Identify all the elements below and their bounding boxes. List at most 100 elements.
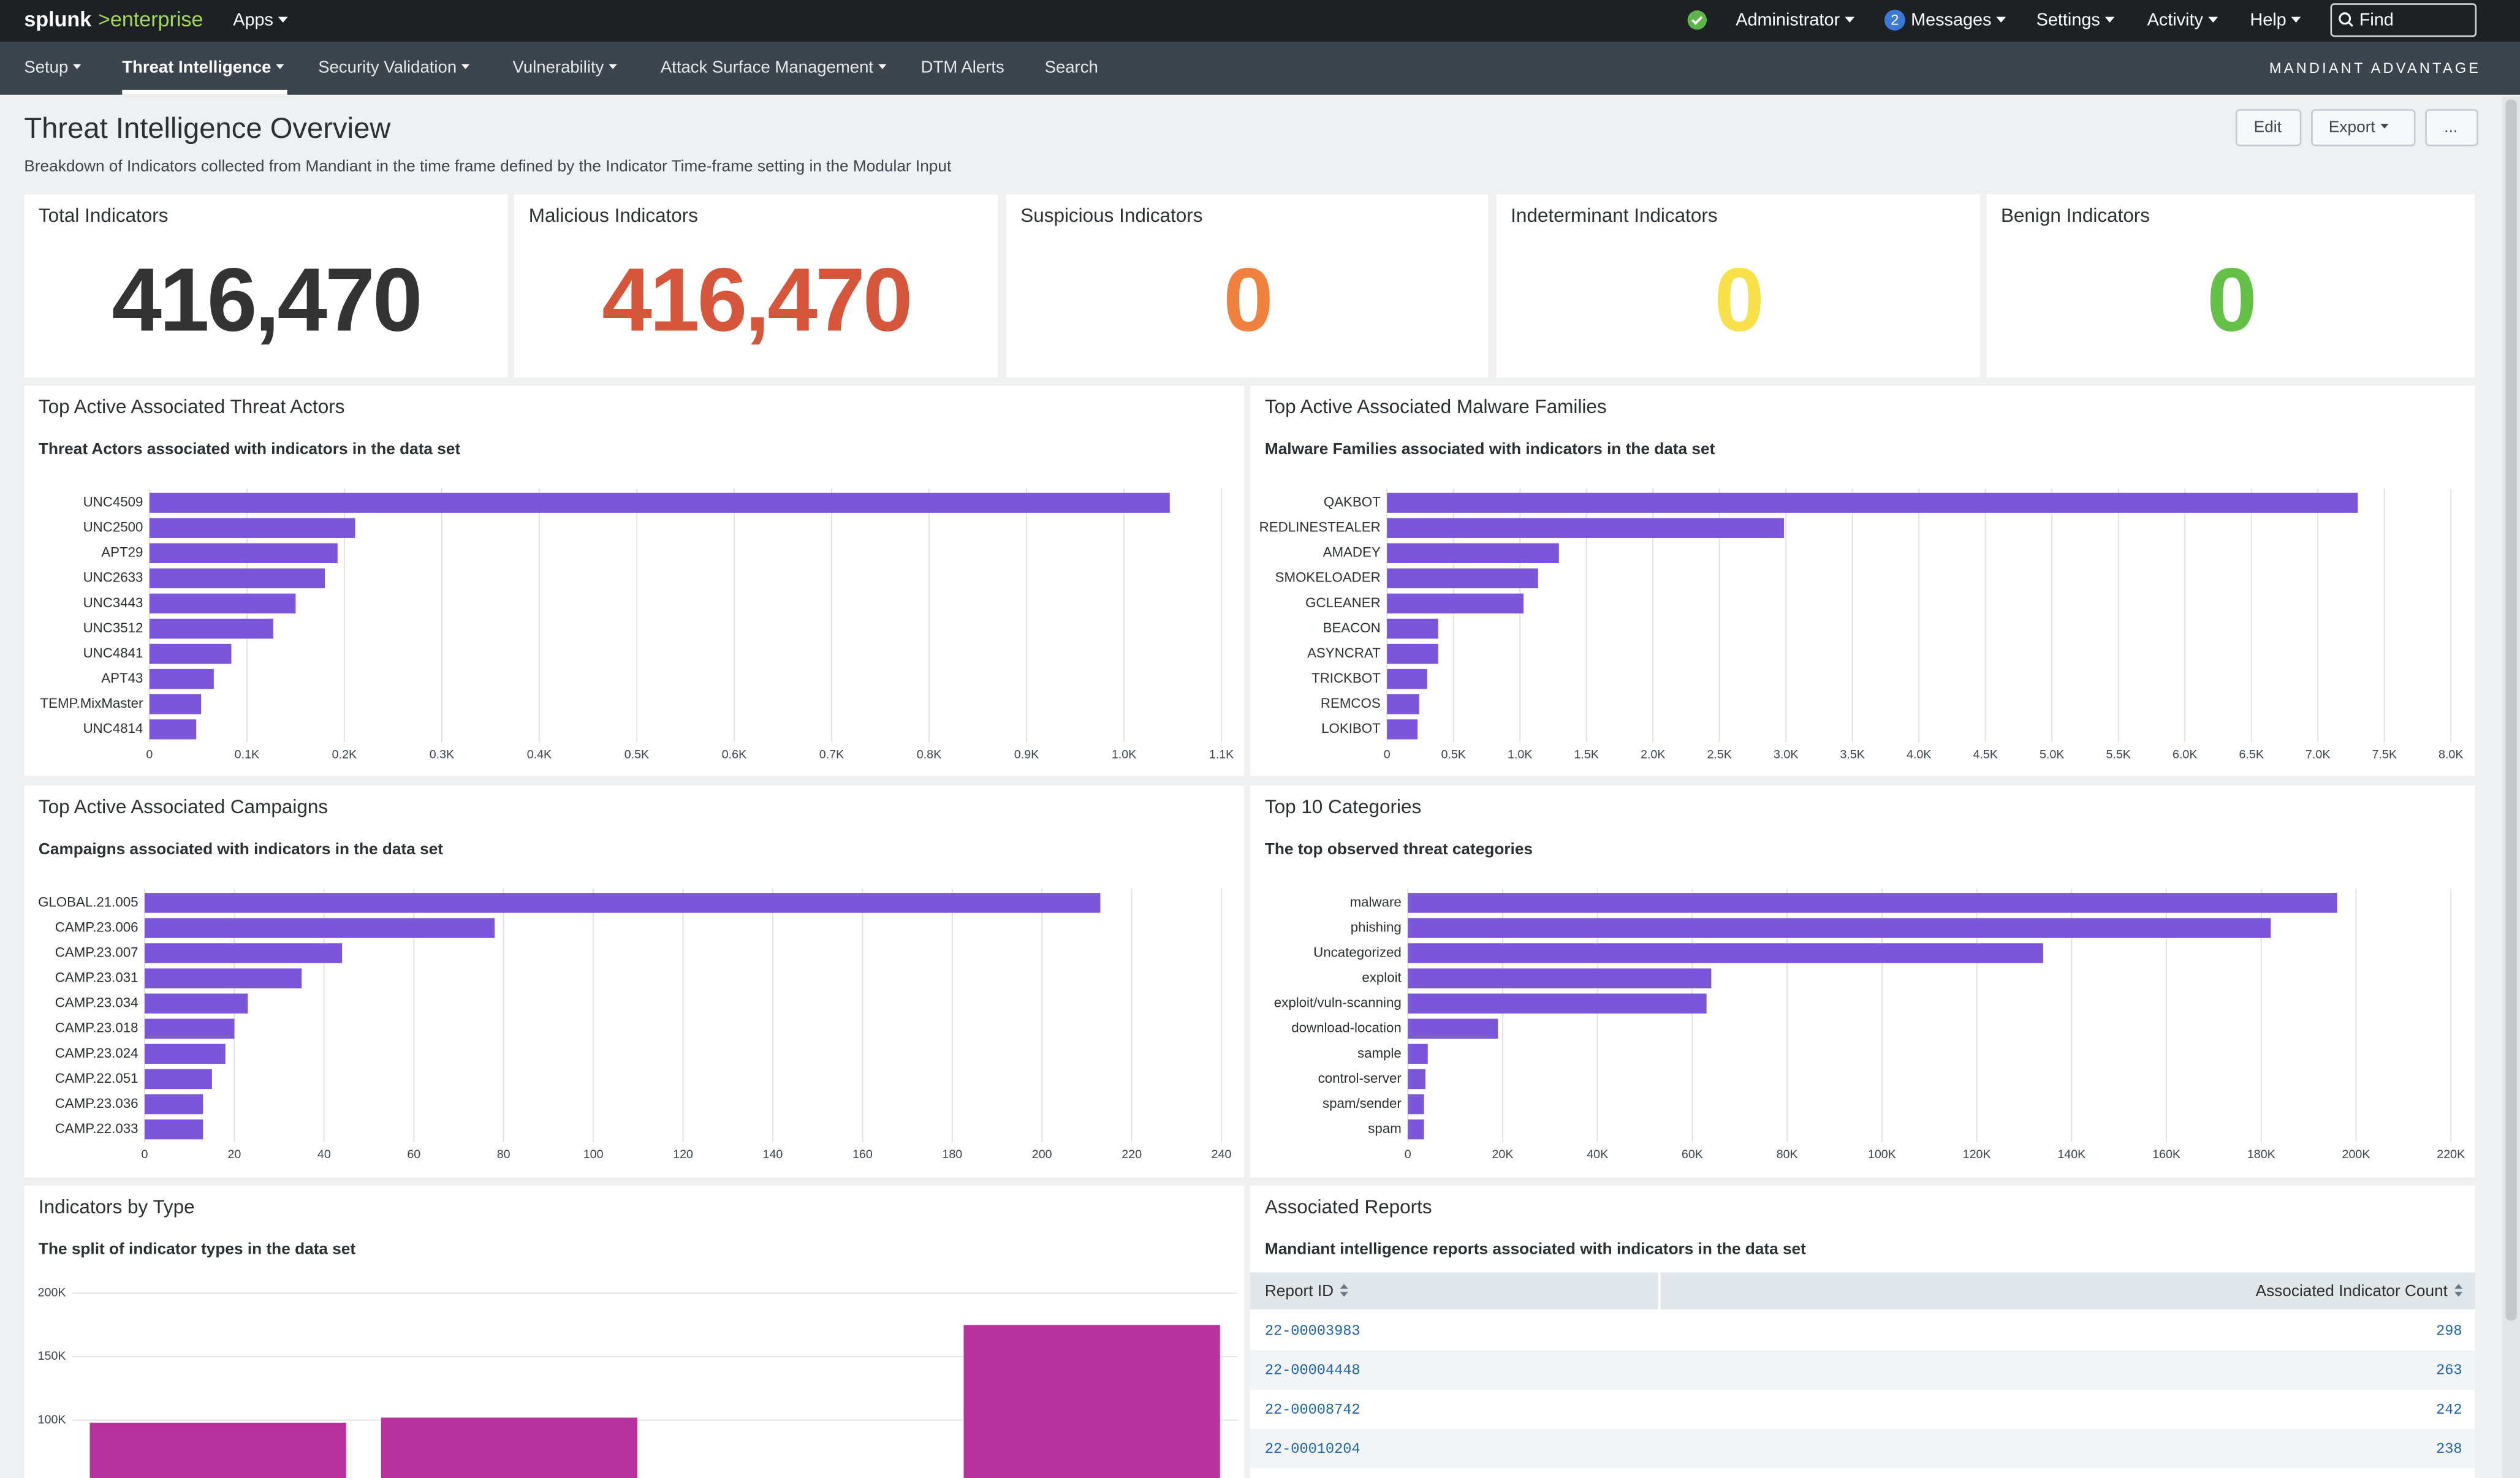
report-link[interactable]: 22-00004448 [1265,1363,1361,1379]
table-header [1250,1272,2475,1309]
y-tick-label: BEACON [1323,620,1381,635]
app-menu-item[interactable]: Security Validation [318,58,457,77]
dropdown-caret [2208,17,2218,23]
report-link[interactable]: 22-00010204 [1265,1441,1361,1458]
y-tick-label: GLOBAL.21.005 [38,894,138,909]
top-menu-item[interactable]: Administrator [1736,10,1840,30]
x-tick-label: 3.0K [1774,748,1798,761]
panel-title: Malicious Indicators [529,205,698,226]
y-tick-label: CAMP.23.024 [55,1045,139,1061]
panel-title: Top 10 Categories [1265,796,1421,817]
vendor-logo: MANDIANT ADVANTAGE [2269,60,2481,76]
x-tick-label: 120K [1963,1148,1991,1161]
y-tick-label: AMADEY [1323,545,1381,560]
search-placeholder[interactable]: Find [2359,10,2394,30]
x-tick-label: 0 [1384,748,1391,761]
top-menu-item[interactable]: Help [2250,10,2286,30]
x-tick-label: 7.0K [2306,748,2330,761]
column-header[interactable]: Report ID [1265,1281,1334,1300]
button[interactable] [2425,109,2478,146]
single-value: 0 [1714,250,1762,351]
y-tick-label: TRICKBOT [1311,670,1381,686]
y-tick-label: UNC4841 [83,645,143,661]
bar [149,543,338,564]
report-link[interactable]: 22-00003983 [1265,1323,1361,1340]
dropdown-caret [73,64,82,69]
y-tick-label: 200K [38,1286,66,1300]
y-tick-label: exploit/vuln-scanning [1274,995,1402,1010]
app-menu-item[interactable]: Attack Surface Management [661,58,874,77]
y-tick-label: control-server [1318,1071,1402,1086]
panel-title: Indicators by Type [39,1196,195,1218]
x-tick-label: 0.6K [722,748,746,761]
x-tick-label: 180 [942,1148,962,1161]
y-tick-label: CAMP.22.051 [55,1071,139,1086]
panel-title: Benign Indicators [2001,205,2150,226]
x-tick-label: 5.0K [2040,748,2064,761]
y-tick-label: UNC3512 [83,620,143,635]
search-box[interactable] [2330,3,2477,37]
bar [1387,694,1419,714]
apps-menu[interactable]: Apps [233,10,273,30]
x-tick-label: 0.3K [430,748,454,761]
bar [1387,568,1538,589]
y-tick-label: 150K [38,1349,66,1363]
y-tick-label: UNC4814 [83,721,143,736]
bar [145,1018,235,1039]
table-row [1250,1429,2475,1469]
x-tick-label: 220K [2437,1148,2465,1161]
indicator-count[interactable]: 263 [2436,1363,2462,1379]
button-label[interactable]: Edit [2254,117,2282,135]
x-tick-label: 3.5K [1840,748,1864,761]
single-value: 416,470 [112,250,420,351]
x-tick-label: 1.0K [1112,748,1136,761]
indicator-count[interactable]: 298 [2436,1323,2462,1340]
dropdown-caret [2291,17,2301,23]
panel [1006,194,1489,378]
bar [1408,1069,1425,1090]
x-tick-label: 160K [2152,1148,2180,1161]
brand-suffix[interactable]: >enterprise [98,8,203,31]
bar [1408,1119,1424,1140]
y-tick-label: phishing [1351,919,1402,934]
column-header[interactable]: Associated Indicator Count [2256,1281,2448,1300]
brand[interactable]: splunk [24,8,91,31]
dropdown-caret [2104,17,2115,23]
x-tick-label: 1.0K [1508,748,1532,761]
panel [514,194,998,378]
app-menu-item[interactable]: Search [1045,58,1098,77]
button-label[interactable]: ... [2444,117,2457,135]
panel-subtitle: Threat Actors associated with indicators… [39,439,461,458]
dropdown-caret [461,64,470,69]
y-tick-label: malware [1350,894,1402,909]
badge-count: 2 [1891,12,1899,28]
bar [145,993,248,1014]
app-menu-item[interactable]: DTM Alerts [921,58,1004,77]
indicator-count[interactable]: 238 [2436,1441,2462,1458]
sort-icon [2454,1284,2463,1297]
x-tick-label: 0.2K [332,748,357,761]
y-tick-label: exploit [1362,970,1402,985]
indicator-count[interactable]: 242 [2436,1402,2462,1419]
app-menu-item[interactable]: Vulnerability [513,58,604,77]
top-menu-item[interactable]: Activity [2147,10,2204,30]
x-tick-label: 140 [763,1148,783,1161]
button-label[interactable]: Export [2329,117,2376,135]
x-tick-label: 4.5K [1973,748,1997,761]
button[interactable] [2311,109,2416,146]
app-menu-item[interactable]: Threat Intelligence [122,58,271,77]
y-tick-label: CAMP.23.034 [55,995,139,1010]
x-tick-label: 200 [1032,1148,1052,1161]
search-icon-handle [2348,21,2353,27]
x-tick-label: 2.5K [1707,748,1731,761]
x-tick-label: 0 [146,748,153,761]
y-tick-label: ASYNCRAT [1307,645,1381,661]
button[interactable] [2235,109,2302,146]
top-menu-item[interactable]: Messages [1911,10,1991,30]
report-link[interactable]: 22-00008742 [1265,1402,1361,1419]
app-menu-item[interactable]: Setup [24,58,68,77]
bar [1408,1094,1424,1115]
bar [149,719,197,740]
dropdown-caret [1996,17,2006,23]
top-menu-item[interactable]: Settings [2036,10,2100,30]
